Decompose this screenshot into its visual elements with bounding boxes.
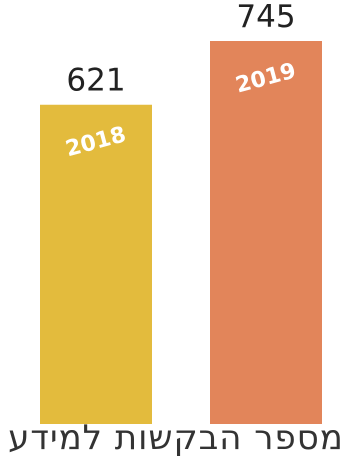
bar-2018 [40, 104, 152, 424]
data-label-2019: 745 [236, 0, 295, 35]
x-axis-title: מספר הבקשות למידע [8, 418, 344, 458]
data-label-2018: 621 [66, 63, 125, 99]
bar-2019 [210, 41, 322, 424]
